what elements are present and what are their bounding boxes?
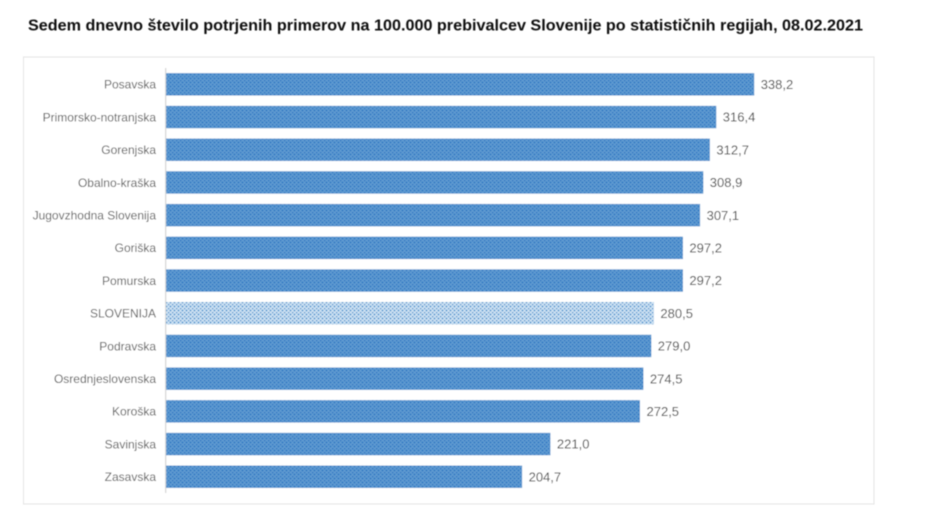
svg-text:Savinjska: Savinjska [105,437,157,451]
svg-text:SLOVENIJA: SLOVENIJA [90,307,156,321]
svg-text:297,2: 297,2 [689,241,722,256]
svg-text:279,0: 279,0 [658,339,691,354]
svg-text:Zasavska: Zasavska [105,470,157,484]
svg-text:316,4: 316,4 [723,110,756,125]
svg-text:297,2: 297,2 [689,273,722,288]
svg-text:221,0: 221,0 [557,437,590,452]
svg-text:338,2: 338,2 [761,77,794,92]
svg-text:Primorsko-notranjska: Primorsko-notranjska [43,110,157,124]
svg-text:307,1: 307,1 [707,208,740,223]
svg-text:Osrednjeslovenska: Osrednjeslovenska [54,372,156,386]
svg-text:Goriška: Goriška [115,241,157,255]
svg-text:Koroška: Koroška [112,405,156,419]
svg-text:274,5: 274,5 [650,371,683,386]
svg-text:272,5: 272,5 [647,404,680,419]
svg-text:Sedem dnevno število potrjenih: Sedem dnevno število potrjenih primerov … [28,18,863,35]
svg-text:Podravska: Podravska [99,339,156,353]
svg-text:Jugovzhodna Slovenija: Jugovzhodna Slovenija [33,208,157,222]
svg-text:Pomurska: Pomurska [102,274,156,288]
svg-text:Posavska: Posavska [104,78,156,92]
svg-text:Gorenjska: Gorenjska [101,143,156,157]
svg-text:312,7: 312,7 [716,142,749,157]
svg-text:280,5: 280,5 [660,306,693,321]
svg-text:Obalno-kraška: Obalno-kraška [78,176,156,190]
svg-text:204,7: 204,7 [529,469,562,484]
svg-text:308,9: 308,9 [710,175,743,190]
